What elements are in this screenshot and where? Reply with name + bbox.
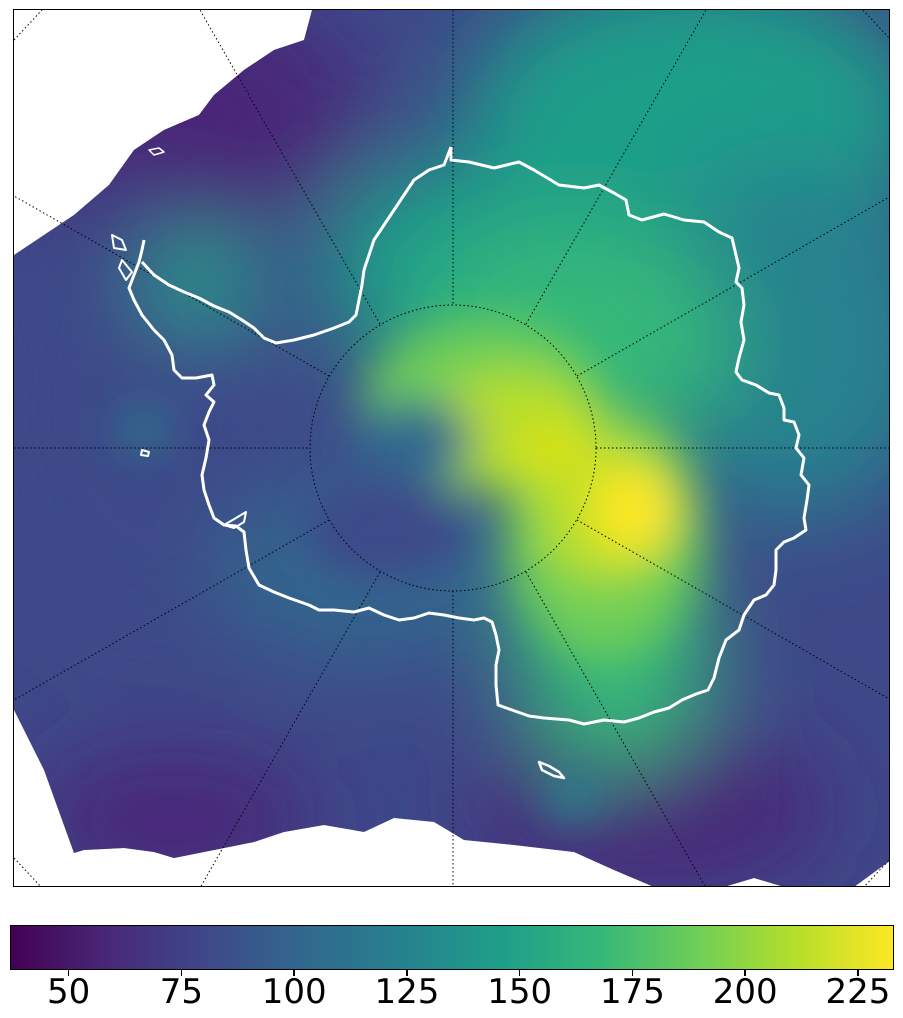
meridian-150	[525, 571, 706, 886]
colorbar-tick-label: 100	[261, 972, 327, 1012]
corner-arc-tr	[862, 10, 889, 39]
coastline	[111, 146, 811, 780]
data-field	[14, 10, 889, 886]
colorbar-tick-mark	[518, 970, 521, 976]
island-4	[140, 449, 150, 457]
map-panel	[13, 9, 890, 887]
colorbar-tick-label: 125	[374, 972, 440, 1012]
meridian-30	[525, 10, 707, 325]
meridian-210	[200, 571, 381, 886]
meridian-240	[14, 519, 330, 701]
antarctica-coastline	[127, 146, 811, 726]
colorbar-tick-mark	[857, 970, 859, 976]
island-6	[118, 259, 133, 281]
graticule	[14, 10, 889, 886]
corner-arc-tl	[14, 10, 43, 41]
island-5	[148, 147, 165, 156]
corner-arc-br	[864, 859, 889, 886]
corner-arc-bl	[14, 857, 41, 886]
colorbar-tick-mark	[744, 970, 746, 976]
colorbar-tick-label: 200	[712, 972, 778, 1012]
antarctica-map	[14, 10, 889, 886]
colorbar-tick-mark	[67, 970, 70, 976]
meridian-330	[199, 10, 381, 325]
colorbar-tick-label: 50	[46, 972, 91, 1012]
colorbar-tick-label: 150	[487, 972, 553, 1012]
colorbar-tick-mark	[180, 970, 183, 976]
colorbar-tick-mark	[293, 970, 295, 976]
island-1	[537, 760, 566, 780]
island-3	[111, 234, 127, 251]
colorbar-tick-label: 75	[159, 972, 204, 1012]
colorbar-tick-label: 225	[825, 972, 891, 1012]
meridian-60	[576, 196, 889, 377]
colorbar-tick-label: 175	[599, 972, 665, 1012]
island-2	[223, 511, 247, 529]
meridian-120	[576, 519, 889, 700]
colorbar-tick-mark	[631, 970, 634, 976]
colorbar-tick-mark	[406, 970, 408, 976]
colorbar	[10, 925, 894, 970]
